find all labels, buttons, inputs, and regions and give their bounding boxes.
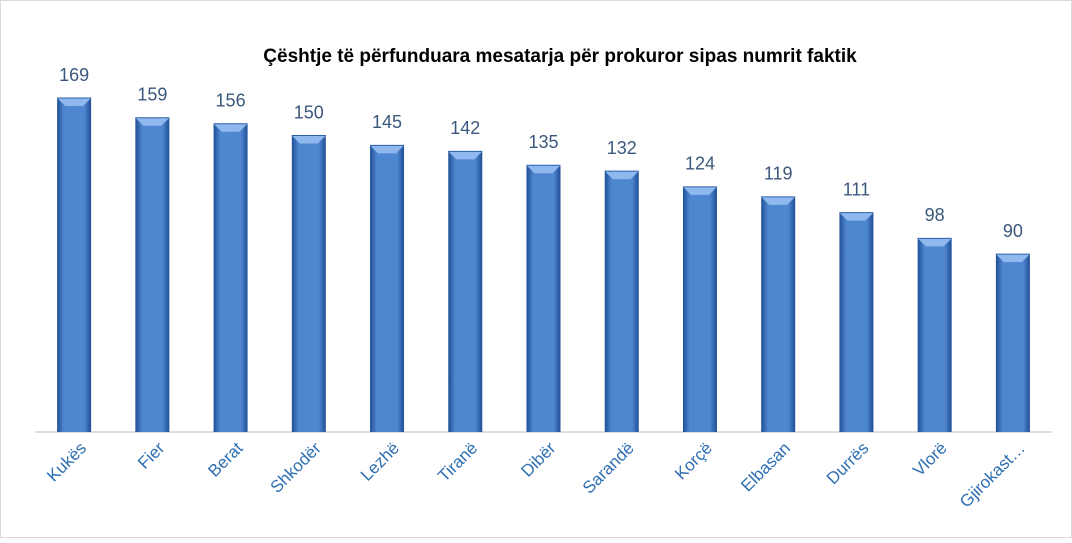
- data-label: 132: [607, 138, 637, 158]
- bar-bevel: [291, 135, 326, 144]
- bar-bevel: [604, 171, 639, 180]
- data-label: 169: [59, 65, 89, 85]
- bar-bevel: [761, 196, 796, 205]
- data-label: 98: [925, 205, 945, 225]
- bar-bevel: [448, 151, 483, 160]
- bar-bevel: [57, 98, 92, 106]
- data-label: 145: [372, 112, 402, 132]
- data-label: 156: [216, 90, 246, 110]
- bar: [761, 196, 796, 432]
- bar: [917, 238, 952, 432]
- bar: [604, 171, 639, 432]
- bar-bevel: [526, 165, 561, 174]
- bar-bevel: [135, 117, 170, 126]
- data-label: 111: [843, 179, 870, 199]
- bar: [682, 186, 717, 432]
- data-label: 159: [137, 85, 167, 105]
- bar-bevel: [213, 123, 248, 132]
- bar: [135, 117, 170, 433]
- bar: [57, 98, 92, 432]
- data-label: 119: [764, 164, 793, 184]
- bar-bevel: [839, 212, 874, 221]
- bar-bevel: [995, 254, 1030, 263]
- data-label: 90: [1003, 221, 1023, 241]
- data-label: 124: [685, 154, 715, 174]
- bar: [839, 212, 874, 432]
- bar: [291, 135, 326, 432]
- bar-bevel: [682, 186, 717, 195]
- bar: [995, 254, 1030, 432]
- data-label: 142: [450, 118, 480, 138]
- data-label: 135: [528, 132, 558, 152]
- bar: [213, 123, 248, 432]
- data-label: 150: [294, 102, 324, 122]
- chart-title: Çështje të përfunduara mesatarja për pro…: [263, 46, 857, 67]
- bar-bevel: [370, 145, 405, 154]
- bar: [448, 151, 483, 432]
- bar-bevel: [917, 238, 952, 247]
- bar: [370, 145, 405, 432]
- bar: [526, 165, 561, 433]
